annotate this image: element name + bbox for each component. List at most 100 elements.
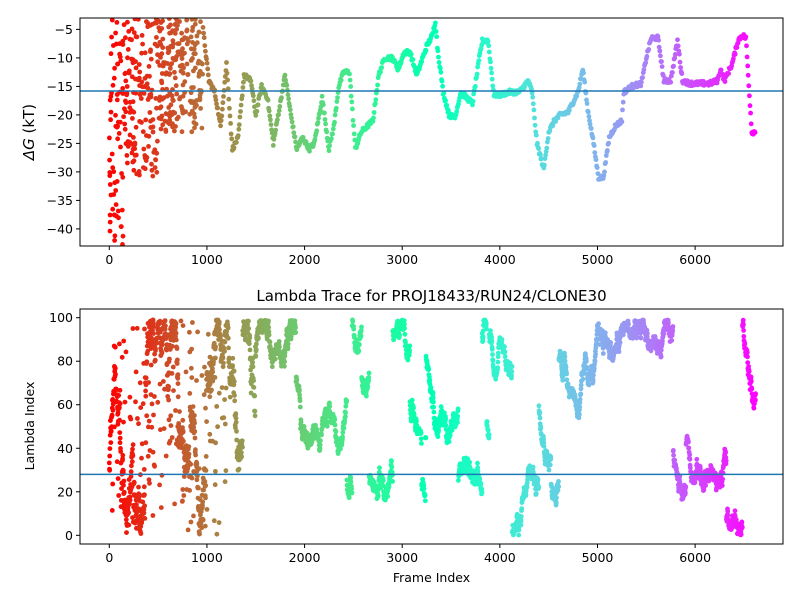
lambda-point — [541, 444, 547, 449]
lambda-point — [340, 430, 346, 435]
lambda-point — [167, 356, 172, 362]
lambda-point — [129, 459, 135, 465]
delta-g-point — [110, 82, 116, 88]
lambda-point — [110, 407, 116, 413]
lambda-point — [683, 484, 689, 490]
delta-g-point — [120, 233, 126, 239]
lambda-point — [438, 404, 444, 410]
delta-g-point — [275, 117, 280, 123]
lambda-point — [231, 379, 237, 384]
delta-g-point — [378, 69, 383, 75]
delta-g-point — [423, 48, 429, 53]
delta-g-point — [119, 207, 125, 213]
lambda-point — [671, 448, 676, 453]
lambda-point — [177, 409, 182, 414]
lambda-point — [419, 441, 424, 446]
lambda-point — [343, 410, 348, 416]
lambda-point — [687, 456, 693, 462]
lambda-point — [146, 477, 152, 483]
lambda-point — [418, 430, 424, 436]
lambda-point — [480, 334, 486, 340]
delta-g-point — [470, 102, 475, 108]
delta-g-point — [734, 45, 740, 50]
lambda-point — [131, 480, 137, 486]
lambda-point — [246, 341, 252, 347]
delta-g-point — [277, 104, 283, 109]
lambda-point — [188, 365, 194, 371]
delta-g-point — [141, 165, 146, 171]
lambda-point — [212, 375, 218, 380]
lambda-point — [116, 393, 122, 398]
delta-g-point — [140, 41, 146, 47]
lambda-point — [427, 377, 433, 383]
lambda-point — [356, 348, 362, 354]
lambda-chart-title: Lambda Trace for PROJ18433/RUN24/CLONE30 — [256, 287, 606, 305]
delta-g-point — [535, 140, 540, 146]
lambda-point — [157, 482, 163, 488]
lambda-point — [364, 393, 369, 399]
lambda-point — [247, 347, 253, 353]
lambda-point — [546, 467, 552, 473]
delta-g-point — [214, 101, 219, 107]
lambda-point — [223, 468, 229, 474]
lambda-point — [148, 362, 154, 368]
lambda-point — [266, 318, 271, 324]
lambda-point — [578, 382, 584, 388]
delta-g-point — [191, 46, 197, 52]
lambda-point — [563, 364, 569, 370]
delta-g-point — [115, 61, 120, 67]
lambda-point — [223, 385, 229, 391]
lambda-point — [490, 358, 496, 363]
delta-g-point — [591, 143, 597, 149]
delta-g-x-tick-label: 3000 — [386, 252, 418, 267]
delta-g-point — [130, 146, 136, 152]
delta-g-point — [722, 79, 728, 84]
delta-g-point — [134, 18, 139, 22]
lambda-point — [191, 424, 197, 430]
delta-g-point — [114, 20, 120, 25]
lambda-point — [107, 453, 113, 459]
lambda-point — [556, 479, 561, 484]
delta-g-point — [410, 57, 416, 62]
lambda-point — [556, 484, 562, 489]
delta-g-point — [433, 20, 438, 26]
lambda-point — [272, 356, 278, 362]
delta-g-point — [675, 37, 680, 43]
lambda-point — [130, 442, 136, 448]
delta-g-point — [164, 70, 169, 76]
lambda-point — [204, 419, 210, 424]
delta-g-point — [250, 93, 256, 99]
delta-g-point — [149, 161, 154, 167]
lambda-point — [106, 460, 112, 466]
lambda-point — [134, 325, 140, 331]
delta-g-point — [174, 91, 180, 97]
lambda-point — [296, 383, 302, 389]
lambda-point — [577, 397, 583, 402]
delta-g-point — [118, 224, 124, 230]
delta-g-point — [107, 182, 113, 187]
delta-g-point — [139, 79, 145, 85]
delta-g-point — [675, 43, 681, 49]
delta-g-point — [726, 71, 731, 76]
lambda-point — [188, 519, 194, 525]
delta-g-point — [204, 56, 209, 62]
lambda-point — [222, 397, 228, 402]
lambda-point — [314, 426, 320, 432]
delta-g-point — [160, 122, 166, 128]
lambda-point — [190, 404, 196, 409]
lambda-point — [658, 347, 664, 353]
lambda-point — [152, 463, 158, 469]
delta-g-point — [118, 58, 124, 64]
delta-g-point — [188, 34, 194, 40]
lambda-point — [150, 324, 156, 330]
delta-g-point — [351, 123, 356, 128]
delta-g-point — [143, 117, 149, 123]
delta-g-point — [606, 140, 611, 146]
delta-g-point — [679, 71, 685, 76]
lambda-point — [163, 323, 168, 329]
delta-g-point — [205, 72, 211, 78]
delta-g-point — [139, 120, 144, 125]
lambda-point — [518, 522, 524, 528]
delta-g-point — [168, 43, 174, 49]
lambda-point — [139, 441, 145, 447]
